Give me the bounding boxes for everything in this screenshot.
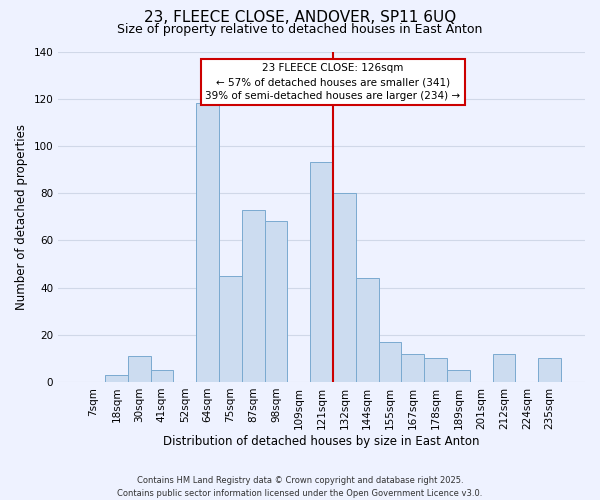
Bar xyxy=(310,162,333,382)
Bar xyxy=(196,104,219,382)
Bar xyxy=(333,193,356,382)
Bar xyxy=(424,358,447,382)
Bar xyxy=(128,356,151,382)
Text: Size of property relative to detached houses in East Anton: Size of property relative to detached ho… xyxy=(118,22,482,36)
Bar xyxy=(105,375,128,382)
Bar xyxy=(493,354,515,382)
Bar xyxy=(379,342,401,382)
Text: 23, FLEECE CLOSE, ANDOVER, SP11 6UQ: 23, FLEECE CLOSE, ANDOVER, SP11 6UQ xyxy=(144,10,456,25)
Text: Contains HM Land Registry data © Crown copyright and database right 2025.
Contai: Contains HM Land Registry data © Crown c… xyxy=(118,476,482,498)
Bar xyxy=(151,370,173,382)
Bar xyxy=(242,210,265,382)
Bar xyxy=(265,222,287,382)
Bar xyxy=(447,370,470,382)
Bar xyxy=(219,276,242,382)
Bar xyxy=(538,358,561,382)
Text: 23 FLEECE CLOSE: 126sqm
← 57% of detached houses are smaller (341)
39% of semi-d: 23 FLEECE CLOSE: 126sqm ← 57% of detache… xyxy=(205,64,461,102)
Bar xyxy=(356,278,379,382)
Y-axis label: Number of detached properties: Number of detached properties xyxy=(15,124,28,310)
X-axis label: Distribution of detached houses by size in East Anton: Distribution of detached houses by size … xyxy=(163,434,480,448)
Bar xyxy=(401,354,424,382)
